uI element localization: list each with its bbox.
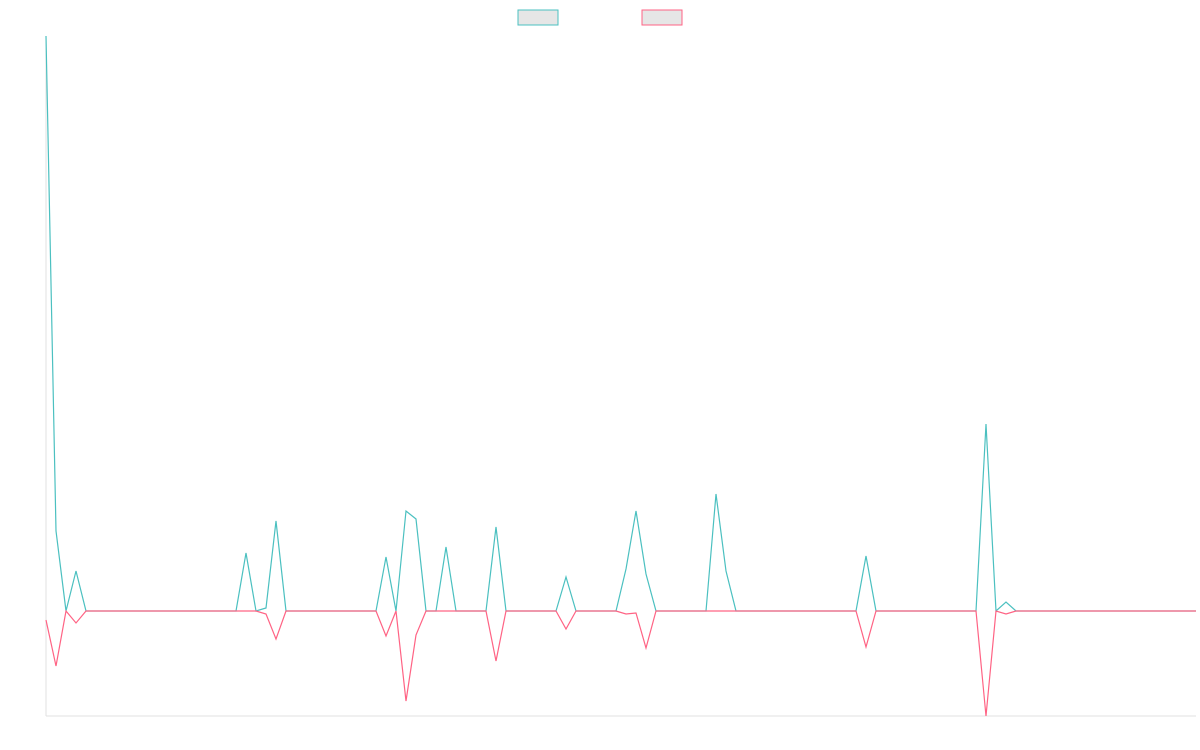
series-line bbox=[45, 609, 1196, 717]
series-line bbox=[45, 35, 1196, 613]
legend-swatch bbox=[641, 9, 683, 26]
legend-swatch bbox=[517, 9, 559, 26]
